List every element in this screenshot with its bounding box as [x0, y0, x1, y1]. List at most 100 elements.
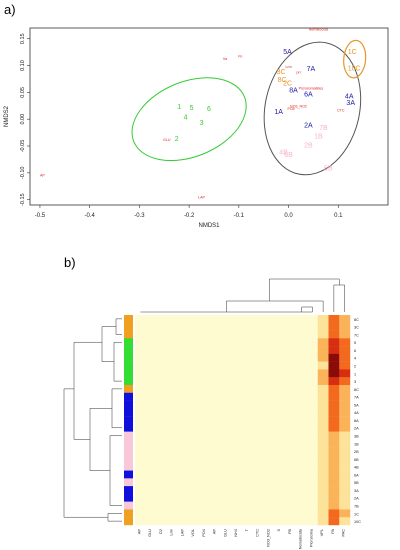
heatmap-cell: [328, 377, 340, 386]
heatmap-cell: [178, 315, 189, 323]
heatmap-cell: [296, 338, 308, 347]
heatmap-cell: [296, 423, 308, 432]
heatmap-cell: [188, 493, 200, 502]
heatmap-cell: [296, 361, 308, 370]
heatmap-cell: [328, 346, 340, 355]
heatmap-cell: [317, 369, 329, 378]
heatmap-cell: [156, 322, 168, 331]
site-point: 1A: [274, 109, 283, 116]
row-group-bar: [124, 478, 133, 487]
heatmap-cell: [199, 330, 211, 339]
heatmap-cell: [242, 385, 254, 393]
heatmap-cell: [135, 517, 146, 526]
heatmap-cell: [135, 330, 146, 339]
heatmap-cell: [167, 361, 179, 370]
env-variable-label: LAP: [198, 196, 205, 200]
heatmap-cell: [307, 416, 318, 425]
row-group-bar: [124, 385, 133, 393]
heatmap-cell: [221, 478, 232, 487]
heatmap-cell: [167, 439, 179, 448]
heatmap-cell: [307, 385, 318, 393]
heatmap-cell: [264, 353, 275, 362]
row-label: 1B: [354, 442, 359, 446]
heatmap-cell: [167, 486, 179, 495]
x-tick-label: 0.1: [334, 213, 343, 219]
heatmap-cell: [210, 517, 222, 526]
heatmap-cell: [199, 385, 211, 393]
heatmap-cell: [317, 462, 329, 471]
heatmap-cell: [317, 346, 329, 355]
heatmap-cell: [296, 408, 308, 417]
heatmap-cell: [210, 447, 222, 456]
heatmap-cell: [328, 447, 340, 456]
heatmap-cell: [264, 416, 275, 425]
heatmap-cell: [188, 486, 200, 495]
heatmap-cell: [178, 400, 189, 409]
heatmap-cell: [135, 377, 146, 386]
heatmap-cell: [317, 431, 329, 440]
heatmap-cell: [167, 346, 179, 355]
heatmap-cell: [221, 493, 232, 502]
row-group-bar: [124, 392, 133, 401]
heatmap-cell: [145, 315, 157, 323]
heatmap-cell: [242, 423, 254, 432]
heatmap-cell: [242, 377, 254, 386]
heatmap-cell: [285, 353, 297, 362]
row-label: 6: [354, 349, 356, 353]
site-point: 4: [184, 115, 188, 122]
heatmap-cell: [188, 369, 200, 378]
row-label: 2A: [354, 497, 359, 501]
heatmap-cell: [135, 353, 146, 362]
site-point: 6A: [304, 91, 313, 98]
heatmap-cell: [242, 478, 254, 487]
heatmap-cell: [210, 385, 222, 393]
site-point: 7A: [307, 66, 316, 73]
heatmap-cell: [210, 493, 222, 502]
heatmap-cell: [285, 369, 297, 378]
heatmap-cell: [307, 501, 318, 510]
heatmap-cell: [253, 509, 265, 518]
site-point: 3: [200, 120, 204, 127]
heatmap-cell: [328, 493, 340, 502]
heatmap-cell: [264, 377, 275, 386]
heatmap-cell: [285, 416, 297, 425]
heatmap-cell: [317, 392, 329, 401]
heatmap-cell: [145, 338, 157, 347]
heatmap-cell: [339, 416, 351, 425]
heatmap-cell: [307, 338, 318, 347]
heatmap-cell: [221, 346, 232, 355]
heatmap-cell: [253, 470, 265, 479]
heatmap-cell: [178, 322, 189, 331]
heatmap-cell: [264, 431, 275, 440]
heatmap-cell: [199, 478, 211, 487]
heatmap-cell: [285, 392, 297, 401]
heatmap-cell: [317, 447, 329, 456]
row-label: 1C: [354, 512, 359, 516]
heatmap-cell: [221, 361, 232, 370]
row-label: 8A: [354, 419, 359, 423]
heatmap-cell: [274, 431, 286, 440]
heatmap-cell: [156, 517, 168, 526]
heatmap-cell: [199, 462, 211, 471]
heatmap-cell: [328, 439, 340, 448]
heatmap-cell: [188, 322, 200, 331]
row-label: 4B: [354, 466, 359, 470]
heatmap-cell: [178, 493, 189, 502]
row-label: 8C: [354, 318, 359, 322]
heatmap-cell: [274, 486, 286, 495]
heatmap-cell: [274, 346, 286, 355]
heatmap-cell: [156, 377, 168, 386]
heatmap-cell: [167, 501, 179, 510]
heatmap-cell: [210, 338, 222, 347]
heatmap-cell: [253, 431, 265, 440]
heatmap-cell: [328, 509, 340, 518]
heatmap-cell: [339, 346, 351, 355]
heatmap-cell: [210, 322, 222, 331]
heatmap-cell: [188, 392, 200, 401]
heatmap-cell: [221, 462, 232, 471]
heatmap-cell: [221, 392, 232, 401]
heatmap-cell: [296, 493, 308, 502]
row-group-bar: [124, 470, 133, 479]
row-group-bar: [124, 517, 133, 526]
